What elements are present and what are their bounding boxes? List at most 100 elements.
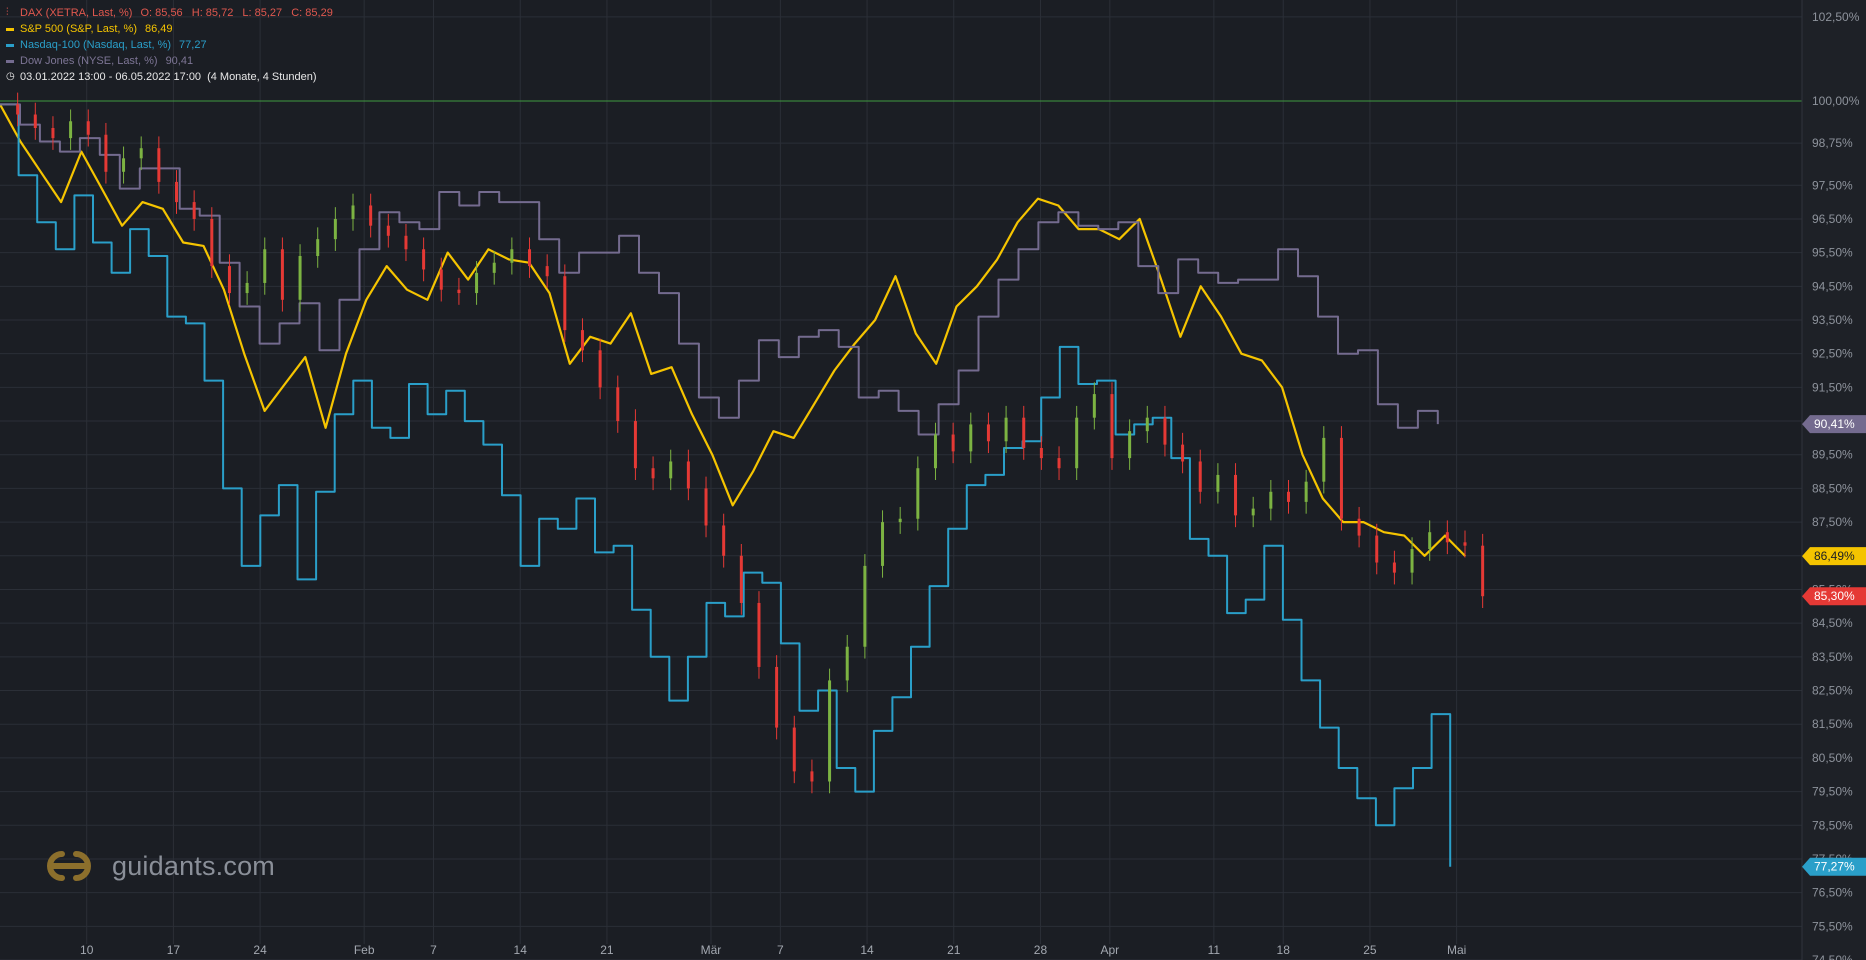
series-line-dow [0, 103, 1439, 436]
x-tick-label: 21 [947, 943, 961, 957]
dax-candle [545, 266, 549, 277]
x-axis: 10 17 24 Feb 7 14 21 Mär 7 14 21 28 Apr 11 18 25 Mai [80, 943, 1466, 957]
dax-candle [863, 565, 867, 647]
dax-candle [492, 262, 496, 273]
dax-candle [351, 205, 355, 219]
y-tick-label: 80,50% [1812, 751, 1853, 765]
x-tick-label: 17 [167, 943, 181, 957]
dax-candle [210, 218, 214, 267]
legend-label-sp500: S&P 500 (S&P, Last, %) [20, 23, 137, 35]
y-axis: 102,50% 100,00% 98,75% 97,50% 96,50% 95,50% 94… [1801, 0, 1866, 960]
dax-candle [1445, 532, 1449, 543]
legend-value-dow: 90,41 [165, 55, 194, 67]
dax-candle [457, 289, 461, 294]
y-tick-label: 82,50% [1812, 684, 1853, 698]
swatch-nasdaq [6, 43, 14, 47]
dax-candle [1234, 474, 1238, 516]
y-tick-label: 83,50% [1812, 650, 1853, 664]
legend-value-sp500: 86,49 [145, 23, 173, 35]
dax-candle [122, 158, 126, 172]
y-tick-label: 76,50% [1812, 886, 1853, 900]
period-note: (4 Monate, 4 Stunden) [207, 71, 317, 83]
dax-candle [1145, 417, 1149, 432]
dax-candle [33, 114, 37, 128]
dax-candle [157, 148, 161, 182]
dax-candle [1392, 562, 1396, 573]
y-tick-label: 89,50% [1812, 448, 1853, 462]
period-range: 03.01.2022 13:00 - 06.05.2022 17:00 [20, 71, 202, 83]
y-tick-label: 92,50% [1812, 347, 1853, 361]
x-tick-label: 18 [1277, 943, 1291, 957]
dax-candle [686, 461, 690, 489]
y-tick-label: 95,50% [1812, 246, 1853, 260]
dax-candle [104, 134, 108, 172]
x-tick-label: 7 [430, 943, 437, 957]
y-tick-label: 93,50% [1812, 313, 1853, 327]
candles-icon: ⫶ [6, 7, 9, 18]
dax-candle [1163, 417, 1167, 445]
dax-candle [280, 249, 284, 300]
dax-candle [1251, 508, 1255, 516]
dax-candle [369, 205, 373, 226]
dax-candle [1286, 491, 1290, 502]
legend-row-dax[interactable]: ⫶ DAX (XETRA, Last, %) O: 85,56 H: 85,72… [6, 5, 339, 21]
dax-candle [722, 525, 726, 556]
dax-candle [1075, 417, 1079, 469]
dax-candle [263, 249, 267, 283]
dax-candle [1428, 532, 1432, 550]
dax-candle [1181, 444, 1185, 462]
swatch-dow [6, 59, 14, 63]
badge-sp500: 86,49% [1802, 547, 1866, 566]
x-tick-label: 7 [777, 943, 784, 957]
badge-dow: 90,41% [1802, 415, 1866, 434]
series-layer [0, 92, 1485, 867]
legend-low: L: 85,27 [242, 7, 283, 19]
dax-candle [1269, 491, 1273, 509]
badge-text-dow: 90,41% [1814, 417, 1855, 431]
legend-label-dax: DAX (XETRA, Last, %) [20, 7, 133, 19]
dax-candle [951, 434, 955, 452]
dax-candle [1039, 448, 1043, 459]
dax-candle [192, 202, 196, 219]
dax-candle [528, 249, 532, 267]
dax-candle [1216, 474, 1220, 492]
dax-candle [333, 218, 337, 240]
y-tick-label: 98,75% [1812, 136, 1853, 150]
dax-candle [616, 387, 620, 422]
x-tick-label: 25 [1363, 943, 1377, 957]
y-tick-label: 74,50% [1812, 953, 1853, 960]
dax-candle [1198, 461, 1202, 492]
badge-text-sp500: 86,49% [1814, 549, 1855, 563]
dax-candle [1410, 549, 1414, 573]
y-tick-label: 91,50% [1812, 380, 1853, 394]
dax-candle [969, 424, 973, 452]
legend-row-nasdaq[interactable]: Nasdaq-100 (Nasdaq, Last, %) 77,27 [6, 37, 339, 53]
badge-shape-nasdaq [1802, 857, 1866, 876]
dax-candle [510, 249, 514, 263]
dax-candle [933, 434, 937, 469]
dax-candle [633, 421, 637, 469]
dax-candle [1304, 481, 1308, 502]
legend-row-sp500[interactable]: S&P 500 (S&P, Last, %) 86,49 [6, 21, 339, 37]
x-tick-label: 14 [860, 943, 874, 957]
dax-candle [69, 121, 73, 139]
badge-shape-dow [1802, 415, 1866, 434]
x-tick-label: 14 [514, 943, 528, 957]
badge-shape-dax [1802, 587, 1866, 606]
dax-candle [810, 771, 814, 782]
dax-candle [775, 666, 779, 728]
dax-candle [986, 424, 990, 442]
y-tick-label: 94,50% [1812, 279, 1853, 293]
dax-candle [404, 235, 408, 250]
y-tick-label: 84,50% [1812, 616, 1853, 630]
x-tick-label: 24 [253, 943, 267, 957]
dax-candle [1481, 545, 1485, 597]
watermark: guidants.com [38, 846, 275, 886]
y-tick-label: 96,50% [1812, 212, 1853, 226]
legend-row-dow[interactable]: Dow Jones (NYSE, Last, %) 90,41 [6, 53, 339, 69]
dax-candle [1375, 535, 1379, 563]
y-axis-panel [1802, 0, 1866, 960]
dax-candle [139, 148, 143, 159]
